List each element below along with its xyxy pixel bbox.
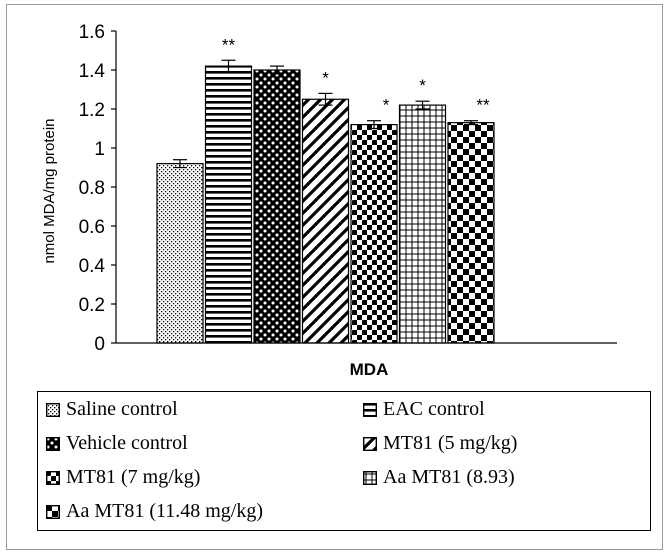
legend-label: MT81 (5 mg/kg) (383, 432, 518, 454)
significance-marker: * (419, 76, 426, 95)
legend-swatch (46, 402, 60, 417)
y-tick-label: 0.8 (79, 178, 105, 199)
legend: Saline control EAC control Vehicle control… (37, 391, 651, 531)
legend-label: EAC control (383, 398, 485, 420)
y-tick-label: 0.4 (79, 256, 106, 277)
legend-item: EAC control (363, 398, 485, 421)
bar-2 (204, 65, 253, 344)
y-axis-label: nmol MDA/mg protein (41, 118, 58, 263)
legend-swatch (46, 470, 60, 485)
bar-6 (398, 104, 447, 344)
legend-item: MT81 (7 mg/kg) (46, 466, 200, 489)
y-tick-label: 0.6 (79, 217, 105, 238)
x-axis-label: MDA (350, 360, 389, 379)
significance-marker: ** (476, 96, 490, 115)
bar-chart: 00.20.40.60.811.21.41.6 ******* nmol MDA… (41, 22, 617, 379)
y-tick-label: 1.2 (79, 100, 105, 121)
y-tick-label: 1 (94, 139, 105, 160)
y-tick-label: 0.2 (79, 295, 105, 316)
y-tick-label: 0 (94, 334, 105, 355)
legend-label: Aa MT81 (8.93) (383, 466, 515, 488)
y-axis-ticks: 0 0.2 0.4 0.6 0.8 1 1.2 1.4 1.6 (79, 22, 116, 355)
legend-item: Aa MT81 (11.48 mg/kg) (46, 500, 263, 523)
legend-swatch (46, 436, 60, 451)
significance-marker: ** (222, 35, 236, 54)
legend-label: Vehicle control (66, 432, 188, 454)
legend-label: Saline control (66, 398, 178, 420)
legend-label: MT81 (7 mg/kg) (66, 466, 201, 488)
legend-item: Vehicle control (46, 432, 188, 455)
bars: ******* (156, 35, 495, 344)
bar-7 (447, 122, 495, 344)
legend-item: MT81 (5 mg/kg) (363, 432, 517, 455)
bar-5 (350, 123, 398, 344)
legend-swatch (363, 470, 377, 485)
legend-swatch (363, 402, 377, 417)
bar-3 (253, 69, 301, 344)
significance-marker: * (322, 68, 329, 87)
legend-swatch (46, 504, 60, 519)
legend-item: Aa MT81 (8.93) (363, 466, 515, 489)
legend-label: Aa MT81 (11.48 mg/kg) (66, 500, 264, 522)
significance-marker: * (383, 96, 390, 115)
y-tick-label: 1.4 (79, 61, 106, 82)
legend-item: Saline control (46, 398, 178, 421)
bar-1 (156, 163, 204, 344)
bar-4 (301, 98, 350, 344)
legend-swatch (363, 436, 377, 451)
y-tick-label: 1.6 (79, 22, 105, 43)
